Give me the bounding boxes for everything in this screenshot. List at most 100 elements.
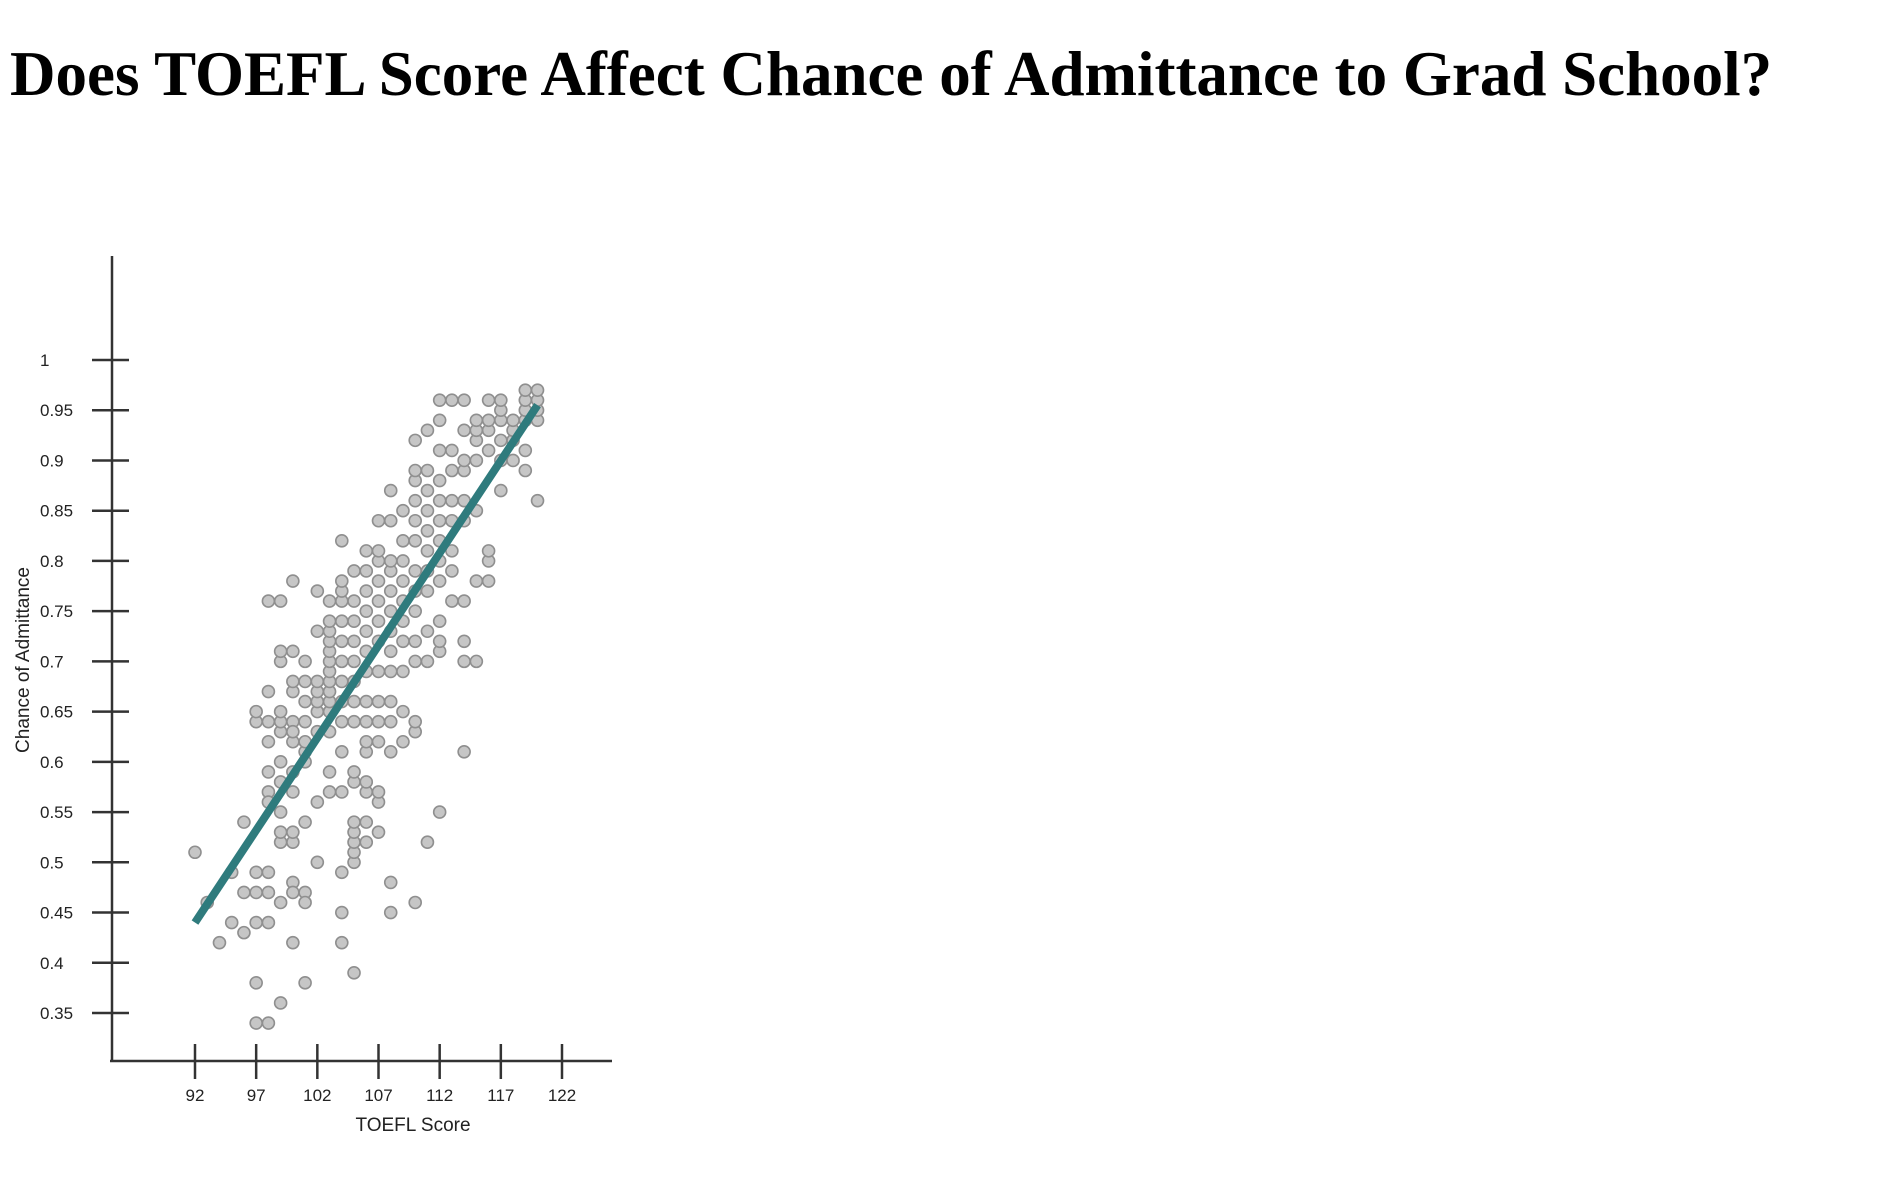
data-point bbox=[371, 594, 386, 608]
data-point bbox=[298, 815, 312, 829]
data-point bbox=[432, 574, 447, 588]
data-point bbox=[432, 393, 447, 407]
data-point bbox=[420, 654, 435, 669]
data-point bbox=[445, 544, 459, 558]
data-point bbox=[469, 413, 484, 428]
data-point bbox=[420, 463, 435, 478]
data-point bbox=[273, 704, 288, 719]
data-point bbox=[408, 714, 423, 729]
data-point bbox=[383, 694, 398, 709]
data-point bbox=[408, 895, 423, 910]
data-point bbox=[420, 523, 435, 538]
data-point bbox=[371, 614, 386, 629]
y-tick-label: 0.55 bbox=[40, 803, 73, 822]
data-point bbox=[445, 393, 459, 407]
data-point bbox=[347, 714, 361, 729]
y-tick-label: 0.7 bbox=[40, 652, 64, 671]
data-point bbox=[347, 966, 361, 980]
data-point bbox=[432, 443, 447, 458]
data-point bbox=[383, 664, 398, 679]
data-point bbox=[273, 805, 288, 819]
x-tick-label: 117 bbox=[487, 1086, 514, 1105]
data-point bbox=[396, 734, 410, 749]
data-point bbox=[359, 714, 374, 729]
x-axis-label: TOEFL Score bbox=[355, 1115, 470, 1136]
data-point bbox=[261, 594, 276, 608]
data-point bbox=[286, 825, 300, 839]
data-point bbox=[371, 664, 386, 679]
y-tick-label: 0.75 bbox=[40, 602, 73, 621]
data-point bbox=[298, 895, 312, 910]
data-point bbox=[432, 614, 447, 629]
data-point bbox=[322, 614, 337, 629]
data-point bbox=[298, 674, 312, 689]
data-point bbox=[347, 634, 361, 649]
data-point bbox=[359, 835, 374, 850]
data-point bbox=[359, 815, 374, 829]
data-point bbox=[286, 935, 300, 950]
data-point bbox=[494, 433, 508, 448]
data-point bbox=[359, 734, 374, 749]
data-point bbox=[359, 564, 374, 578]
data-point bbox=[298, 976, 312, 990]
data-point bbox=[457, 594, 471, 608]
data-point bbox=[334, 935, 349, 950]
data-point bbox=[371, 544, 386, 558]
data-point bbox=[249, 704, 263, 719]
data-point bbox=[383, 554, 398, 568]
data-point bbox=[445, 493, 459, 508]
data-point bbox=[530, 383, 545, 397]
data-point bbox=[359, 584, 374, 598]
scatter-points bbox=[188, 383, 545, 1030]
data-point bbox=[506, 413, 520, 428]
data-point bbox=[273, 594, 288, 608]
data-point bbox=[334, 714, 349, 729]
y-tick-label: 0.85 bbox=[40, 502, 73, 521]
data-point bbox=[420, 483, 435, 498]
data-point bbox=[457, 453, 471, 468]
page-title: Does TOEFL Score Affect Chance of Admitt… bbox=[10, 39, 1773, 109]
data-point bbox=[445, 463, 459, 478]
data-point bbox=[359, 775, 374, 789]
data-point bbox=[249, 865, 263, 880]
data-point bbox=[273, 996, 288, 1010]
y-tick-label: 0.5 bbox=[40, 853, 64, 872]
data-point bbox=[310, 624, 325, 639]
data-point bbox=[286, 574, 300, 588]
data-point bbox=[383, 714, 398, 729]
data-point bbox=[408, 654, 423, 669]
data-point bbox=[469, 574, 484, 588]
data-point bbox=[420, 624, 435, 639]
data-point bbox=[457, 634, 471, 649]
data-point bbox=[286, 644, 300, 659]
data-point bbox=[261, 885, 276, 900]
data-point bbox=[457, 744, 471, 759]
data-point bbox=[432, 513, 447, 528]
data-point bbox=[334, 674, 349, 689]
data-point bbox=[383, 584, 398, 598]
data-point bbox=[408, 493, 423, 508]
data-point bbox=[420, 584, 435, 598]
x-tick-label: 107 bbox=[364, 1086, 392, 1105]
data-point bbox=[334, 744, 349, 759]
data-point bbox=[518, 443, 533, 458]
data-point bbox=[261, 734, 276, 749]
data-point bbox=[249, 1016, 263, 1030]
data-point bbox=[445, 594, 459, 608]
y-axis-label: Chance of Admittance bbox=[13, 567, 34, 753]
y-tick-label: 0.8 bbox=[40, 552, 64, 571]
data-point bbox=[383, 875, 398, 890]
data-point bbox=[396, 574, 410, 588]
data-point bbox=[383, 483, 398, 498]
data-point bbox=[347, 594, 361, 608]
data-point bbox=[359, 604, 374, 618]
x-tick-label: 92 bbox=[186, 1086, 205, 1105]
y-tick-label: 0.4 bbox=[40, 954, 64, 973]
data-point bbox=[396, 704, 410, 719]
data-point bbox=[347, 564, 361, 578]
data-point bbox=[261, 684, 276, 699]
data-point bbox=[286, 885, 300, 900]
data-point bbox=[396, 534, 410, 548]
data-point bbox=[261, 714, 276, 729]
